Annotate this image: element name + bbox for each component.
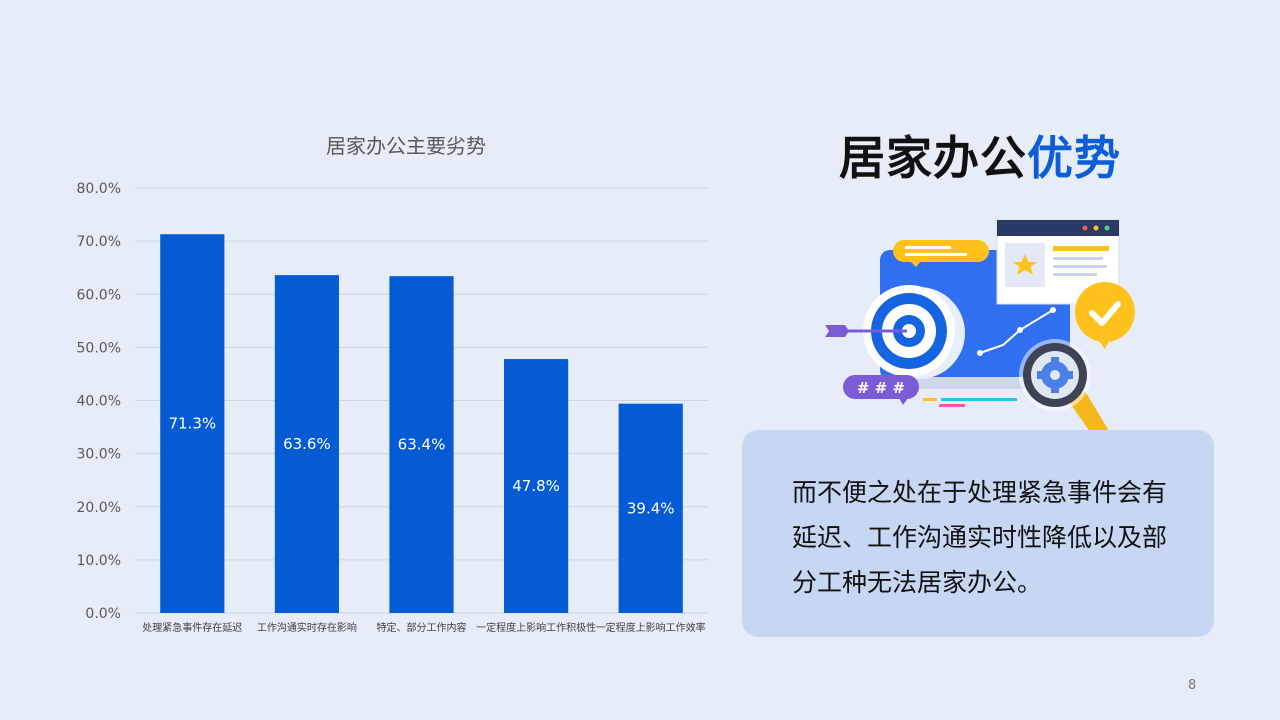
slide-title-highlight: 优势 [1027, 131, 1121, 185]
star-icon [1013, 254, 1037, 275]
x-tick-label: 一定程度上影响工作积极性 [476, 621, 596, 634]
hashtag-text: # # # [857, 379, 905, 397]
text-card: 而不便之处在于处理紧急事件会有延迟、工作沟通实时性降低以及部分工种无法居家办公。 [742, 430, 1214, 637]
bar-value-label: 71.3% [168, 415, 216, 433]
hashtag-bubble-icon [843, 375, 919, 399]
y-tick-label: 50.0% [77, 340, 121, 356]
speech-bubble-icon [893, 240, 989, 262]
page-number: 8 [1188, 678, 1197, 693]
x-tick-label: 特定、部分工作内容 [377, 621, 467, 634]
chart-title: 居家办公主要劣势 [326, 134, 486, 158]
y-tick-label: 60.0% [77, 287, 121, 303]
bar-value-label: 47.8% [512, 477, 560, 495]
y-axis-ticks: 0.0% 10.0% 20.0% 30.0% 40.0% 50.0% 60.0% 70.0% 8… [77, 181, 121, 622]
y-tick-label: 70.0% [77, 234, 121, 250]
bar-value-label: 63.4% [398, 436, 446, 454]
bar-chart: 居家办公主要劣势 0.0% 10.0% 20.0% 30.0% 40.0% 50.0% 60… [77, 134, 708, 634]
y-tick-label: 10.0% [77, 553, 121, 569]
slide-title: 居家办公优势 [760, 122, 1200, 188]
bar [504, 359, 569, 613]
x-tick-label: 一定程度上影响工作效率 [596, 621, 706, 634]
y-tick-label: 40.0% [77, 394, 121, 410]
bar [618, 403, 683, 613]
card-text: 而不便之处在于处理紧急事件会有延迟、工作沟通实时性降低以及部分工种无法居家办公。 [792, 478, 1168, 597]
check-badge-icon [1075, 282, 1135, 342]
y-tick-label: 0.0% [85, 606, 121, 622]
bar-value-label: 63.6% [283, 435, 331, 453]
slide-title-prefix: 居家办公 [839, 131, 1027, 185]
data-labels: 71.3% 63.6% 63.4% 47.8% 39.4% [168, 415, 674, 518]
x-tick-label: 工作沟通实时存在影响 [257, 621, 357, 634]
bars [160, 234, 683, 613]
y-tick-label: 80.0% [77, 181, 121, 197]
bar [389, 276, 454, 613]
arrow-icon [825, 325, 849, 337]
trend-line-icon [979, 309, 1054, 354]
x-tick-label: 处理紧急事件存在延迟 [142, 621, 242, 634]
y-tick-label: 20.0% [77, 500, 121, 516]
x-axis-ticks: 处理紧急事件存在延迟 工作沟通实时存在影响 特定、部分工作内容 一定程度上影响工作积极… [142, 621, 705, 634]
bar [274, 275, 339, 613]
bar-value-label: 39.4% [627, 499, 675, 517]
y-tick-label: 30.0% [77, 447, 121, 463]
bar [160, 234, 225, 613]
